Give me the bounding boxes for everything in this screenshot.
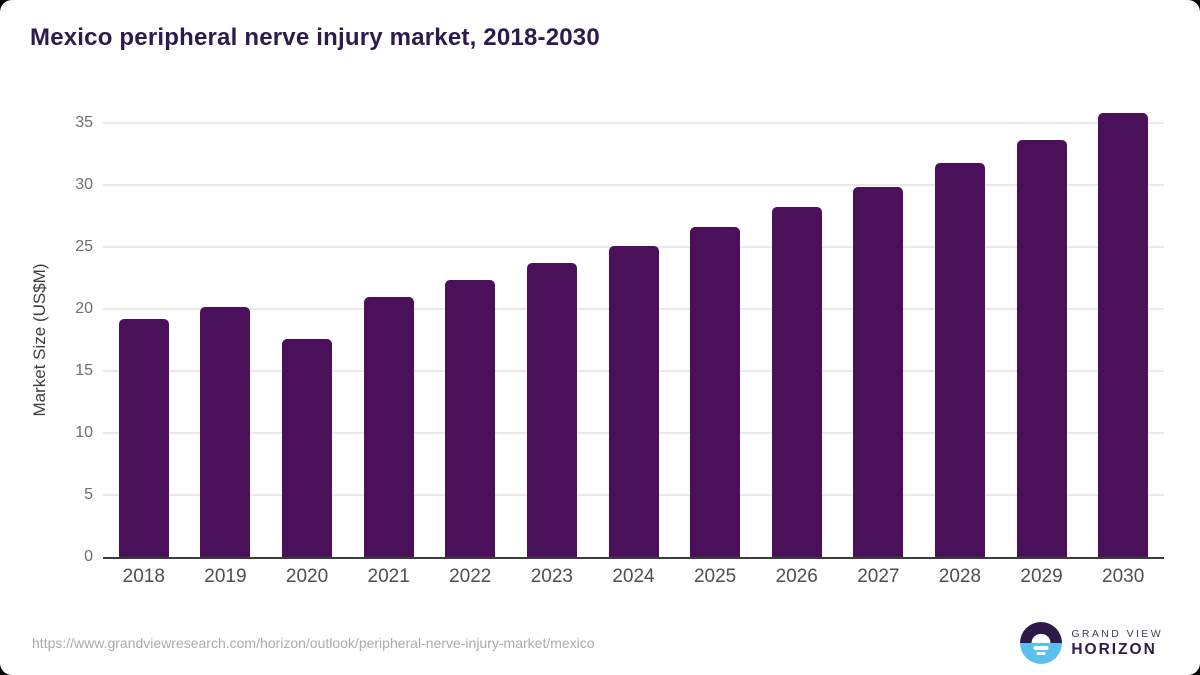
bar-2025 — [690, 227, 741, 557]
x-axis-line — [103, 557, 1164, 559]
logo-brand-name: GRAND VIEW — [1071, 628, 1163, 640]
x-tick-label-2020: 2020 — [285, 566, 329, 587]
x-tick-label-2030: 2030 — [1102, 566, 1145, 587]
bar-2023 — [526, 263, 577, 557]
x-tick-label-2025: 2025 — [693, 566, 737, 587]
horizon-sun-icon — [1020, 622, 1063, 664]
y-tick-label-15: 15 — [75, 362, 93, 379]
y-tick-label-0: 0 — [84, 548, 93, 565]
bar-2027 — [853, 187, 904, 557]
gridline-35 — [103, 122, 1164, 124]
page-title: Mexico peripheral nerve injury market, 2… — [30, 24, 600, 51]
bar-2022 — [445, 280, 496, 557]
logo-product-name: HORIZON — [1071, 641, 1157, 658]
y-tick-label-30: 30 — [75, 176, 93, 193]
bar-2018 — [118, 318, 169, 557]
y-tick-label-5: 5 — [84, 486, 93, 503]
bar-2029 — [1016, 140, 1067, 557]
x-tick-label-2026: 2026 — [775, 566, 818, 587]
bar-2030 — [1098, 113, 1149, 557]
x-tick-label-2028: 2028 — [938, 566, 982, 587]
bar-2026 — [771, 207, 822, 557]
bar-2019 — [200, 306, 251, 557]
bar-2021 — [363, 296, 414, 557]
x-tick-label-2029: 2029 — [1020, 566, 1063, 587]
gridline-30 — [103, 184, 1164, 186]
x-tick-label-2023: 2023 — [530, 566, 573, 587]
y-tick-label-10: 10 — [75, 424, 93, 441]
bar-2028 — [934, 162, 985, 557]
bar-2020 — [282, 338, 333, 557]
x-tick-label-2021: 2021 — [367, 566, 410, 587]
x-tick-label-2027: 2027 — [857, 566, 900, 587]
footer: https://www.grandviewresearch.com/horizo… — [32, 620, 1163, 666]
x-tick-label-2022: 2022 — [449, 566, 492, 587]
bar-2024 — [608, 245, 659, 557]
y-tick-label-35: 35 — [75, 114, 93, 131]
source-url: https://www.grandviewresearch.com/horizo… — [32, 635, 595, 651]
x-tick-label-2018: 2018 — [122, 566, 165, 587]
y-tick-label-25: 25 — [75, 238, 93, 255]
grand-view-horizon-logo: GRAND VIEW HORIZON — [1020, 622, 1163, 664]
y-tick-label-20: 20 — [75, 300, 93, 317]
x-tick-label-2024: 2024 — [612, 566, 655, 587]
x-tick-label-2019: 2019 — [204, 566, 247, 587]
